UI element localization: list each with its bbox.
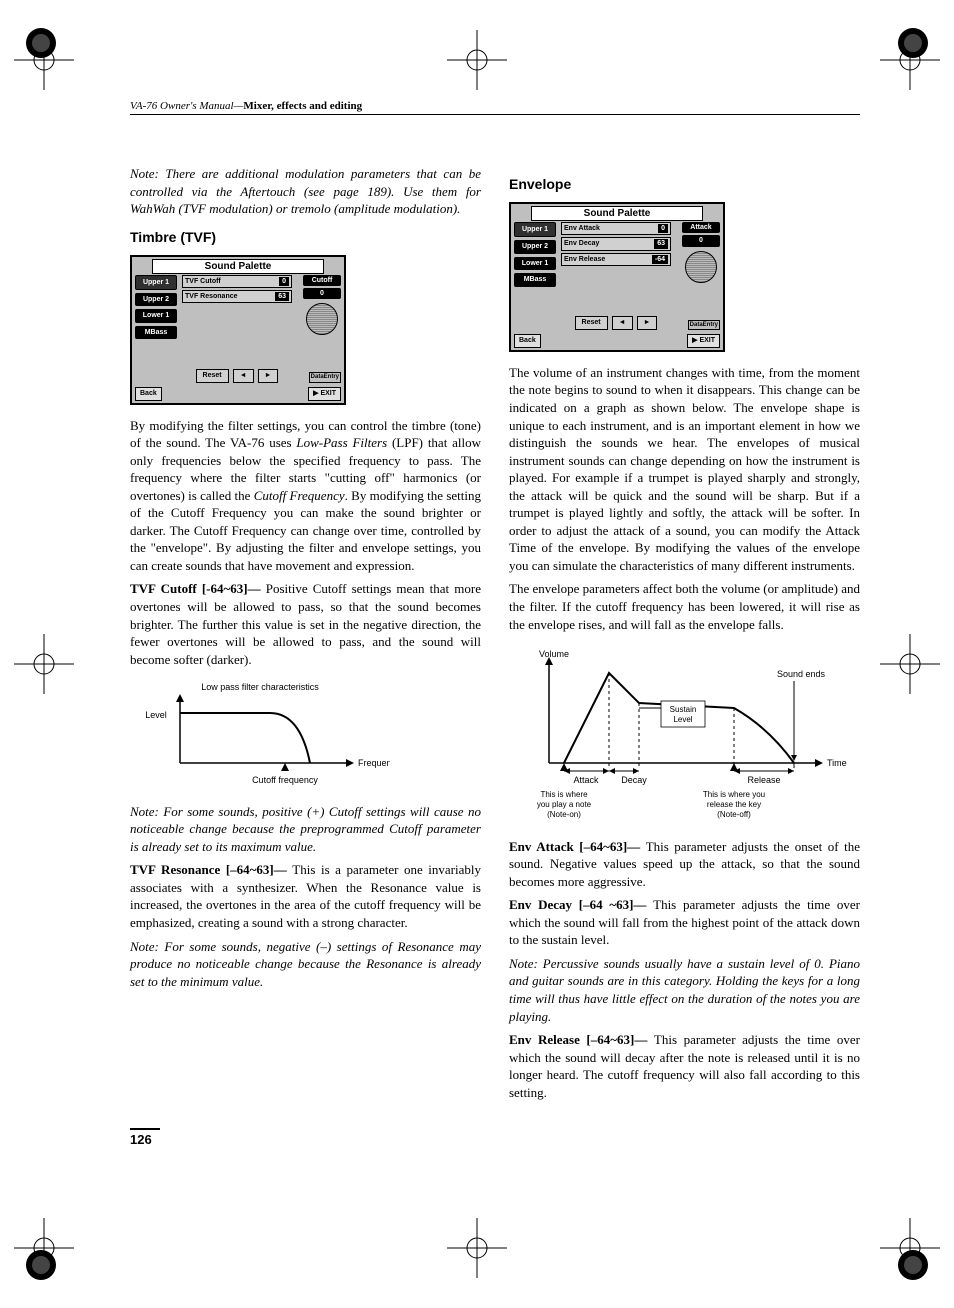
note-decay: Note: Percussive sounds usually have a s… bbox=[509, 955, 860, 1025]
svg-text:Release: Release bbox=[747, 775, 780, 785]
lcd-part-button: Upper 2 bbox=[514, 240, 556, 253]
arrow-left-icon: ◄ bbox=[233, 369, 254, 382]
paragraph-filter: By modifying the filter settings, you ca… bbox=[130, 417, 481, 575]
paragraph-release: Env Release [–64~63]— This parameter adj… bbox=[509, 1031, 860, 1101]
lcd-part-button: MBass bbox=[514, 273, 556, 286]
lcd-part-button: Upper 1 bbox=[514, 222, 556, 237]
arrow-left-icon: ◄ bbox=[612, 316, 633, 329]
knob-icon bbox=[685, 251, 717, 283]
lcd-param-value: -64 bbox=[652, 255, 668, 264]
manual-title: VA-76 Owner's Manual bbox=[130, 100, 234, 112]
note-aftertouch: Note: There are additional modulation pa… bbox=[130, 165, 481, 218]
heading-envelope: Envelope bbox=[509, 175, 860, 194]
running-header: VA-76 Owner's Manual—Mixer, effects and … bbox=[130, 100, 860, 115]
lcd-param-value: 63 bbox=[275, 292, 289, 301]
paragraph-cutoff: TVF Cutoff [-64~63]— Positive Cutoff set… bbox=[130, 580, 481, 668]
svg-text:This is where you: This is where you bbox=[703, 790, 765, 799]
svg-text:Frequency: Frequency bbox=[358, 758, 390, 768]
lcd-param-value: 0 bbox=[279, 277, 289, 286]
lcd-param-label: Env Attack bbox=[564, 224, 600, 233]
note-resonance: Note: For some sounds, negative (–) sett… bbox=[130, 938, 481, 991]
lcd-dataentry: DataEntry bbox=[309, 372, 341, 382]
lcd-part-button: Upper 1 bbox=[135, 275, 177, 290]
svg-text:release the key: release the key bbox=[707, 800, 761, 809]
right-column: Envelope Sound Palette Upper 1 Upper 2 L… bbox=[509, 165, 860, 1107]
figure-adsr: Volume Time Sustain bbox=[509, 643, 860, 828]
lcd-right-label: Cutoff bbox=[303, 275, 341, 286]
paragraph-resonance: TVF Resonance [–64~63]— This is a parame… bbox=[130, 861, 481, 931]
lcd-param-label: Env Decay bbox=[564, 239, 599, 248]
svg-text:Cutoff frequency: Cutoff frequency bbox=[252, 775, 318, 785]
lcd-reset-button: Reset bbox=[575, 316, 608, 329]
lcd-right-value: 0 bbox=[682, 235, 720, 246]
lcd-exit-button: ▶ EXIT bbox=[687, 334, 720, 347]
lcd-dataentry: DataEntry bbox=[688, 320, 720, 330]
lcd-param-value: 0 bbox=[658, 224, 668, 233]
page-content: VA-76 Owner's Manual—Mixer, effects and … bbox=[130, 100, 860, 1107]
svg-text:(Note-off): (Note-off) bbox=[717, 810, 751, 819]
lcd-back-button: Back bbox=[135, 387, 162, 400]
crop-mark-icon bbox=[447, 30, 507, 90]
svg-text:Decay: Decay bbox=[621, 775, 647, 785]
svg-text:Level: Level bbox=[145, 710, 167, 720]
crop-mark-icon bbox=[447, 1218, 507, 1278]
svg-text:Sound ends: Sound ends bbox=[777, 669, 826, 679]
svg-text:you play a note: you play a note bbox=[537, 800, 592, 809]
svg-text:Level: Level bbox=[673, 715, 692, 724]
lcd-exit-button: ▶ EXIT bbox=[308, 387, 341, 400]
paragraph-decay: Env Decay [–64 ~63]— This parameter adju… bbox=[509, 896, 860, 949]
lcd-part-button: MBass bbox=[135, 326, 177, 339]
lcd-screenshot-envelope: Sound Palette Upper 1 Upper 2 Lower 1 MB… bbox=[509, 202, 860, 352]
paragraph-envelope: The volume of an instrument changes with… bbox=[509, 364, 860, 575]
lcd-reset-button: Reset bbox=[196, 369, 229, 382]
figure-lpf: Low pass filter characteristics Level Fr… bbox=[130, 678, 481, 793]
lcd-right-label: Attack bbox=[682, 222, 720, 233]
paragraph-envelope-2: The envelope parameters affect both the … bbox=[509, 580, 860, 633]
knob-icon bbox=[306, 303, 338, 335]
page-number: 126 bbox=[130, 1128, 160, 1147]
corner-dot-icon bbox=[896, 1248, 930, 1282]
lcd-param-value: 63 bbox=[654, 239, 668, 248]
svg-text:Time: Time bbox=[827, 758, 847, 768]
fig-caption: Low pass filter characteristics bbox=[201, 682, 319, 692]
lcd-screenshot-timbre: Sound Palette Upper 1 Upper 2 Lower 1 MB… bbox=[130, 255, 481, 405]
corner-dot-icon bbox=[24, 1248, 58, 1282]
lcd-right-value: 0 bbox=[303, 288, 341, 299]
lcd-param-label: Env Release bbox=[564, 255, 605, 264]
arrow-right-icon: ► bbox=[637, 316, 658, 329]
lcd-title: Sound Palette bbox=[152, 259, 324, 275]
corner-dot-icon bbox=[896, 26, 930, 60]
corner-dot-icon bbox=[24, 26, 58, 60]
note-cutoff: Note: For some sounds, positive (+) Cuto… bbox=[130, 803, 481, 856]
section-title: Mixer, effects and editing bbox=[243, 100, 362, 112]
svg-text:Volume: Volume bbox=[539, 649, 569, 659]
heading-timbre: Timbre (TVF) bbox=[130, 228, 481, 247]
paragraph-attack: Env Attack [–64~63]— This parameter adju… bbox=[509, 838, 860, 891]
lcd-param-label: TVF Resonance bbox=[185, 292, 238, 301]
lcd-part-button: Lower 1 bbox=[135, 309, 177, 322]
lcd-part-button: Upper 2 bbox=[135, 293, 177, 306]
svg-text:Sustain: Sustain bbox=[670, 705, 697, 714]
crop-mark-icon bbox=[880, 634, 940, 694]
lcd-title: Sound Palette bbox=[531, 206, 703, 222]
left-column: Note: There are additional modulation pa… bbox=[130, 165, 481, 1107]
lcd-back-button: Back bbox=[514, 334, 541, 347]
svg-text:This is where: This is where bbox=[540, 790, 588, 799]
lcd-part-button: Lower 1 bbox=[514, 257, 556, 270]
svg-text:Attack: Attack bbox=[573, 775, 599, 785]
crop-mark-icon bbox=[14, 634, 74, 694]
lcd-param-label: TVF Cutoff bbox=[185, 277, 221, 286]
svg-text:(Note-on): (Note-on) bbox=[547, 810, 581, 819]
arrow-right-icon: ► bbox=[258, 369, 279, 382]
